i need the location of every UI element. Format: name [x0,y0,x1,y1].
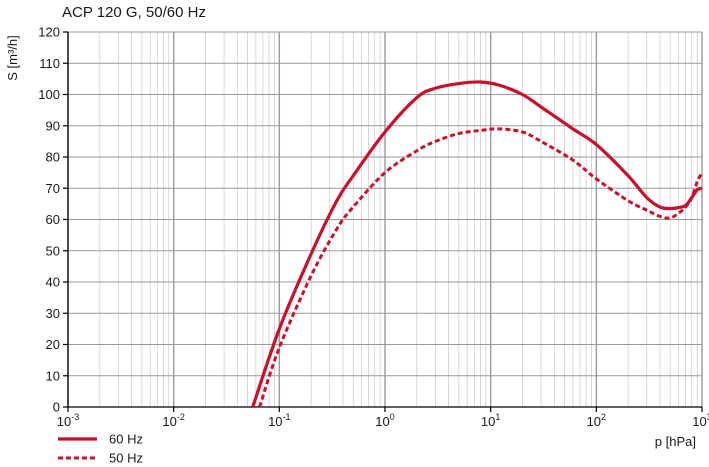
grid [67,31,703,408]
y-tick-label: 120 [38,25,60,40]
y-tick-label: 100 [38,87,60,102]
x-tick-label: 100 [375,412,394,429]
x-tick-label: 101 [481,412,500,429]
legend: 60 Hz 50 Hz [58,432,143,466]
y-tick-label: 50 [46,243,60,258]
x-tick-label: 10-1 [268,412,290,429]
x-tick-label: 103 [692,412,709,429]
y-tick-label: 80 [46,150,60,165]
y-tick-label: 10 [46,368,60,383]
x-tick-label: 10-3 [57,412,79,429]
y-tick-label: 70 [46,181,60,196]
chart-title: ACP 120 G, 50/60 Hz [62,4,206,21]
series-line-solid [251,80,703,408]
legend-label: 50 Hz [109,451,143,466]
y-tick-label: 30 [46,306,60,321]
y-tick-label: 20 [46,337,60,352]
x-tick-label: 102 [587,412,606,429]
y-tick-label: 40 [46,275,60,290]
y-tick-label: 90 [46,118,60,133]
x-tick-label: 10-2 [162,412,184,429]
y-tick-label: 0 [53,400,60,415]
y-tick-label: 60 [46,212,60,227]
x-axis-label: p [hPa] [655,434,696,449]
y-tick-label: 110 [39,56,60,71]
y-axis-label: S [m³/h] [5,35,20,81]
y-tick-labels: 0 10 20 30 40 50 60 70 80 90 100 110 120 [38,25,60,415]
series-lines [251,80,704,408]
x-tick-labels: 10-3 10-2 10-1 100 101 102 103 [57,412,709,429]
axes [63,31,703,412]
legend-label: 60 Hz [109,432,143,447]
series-line-dashed [258,127,704,408]
